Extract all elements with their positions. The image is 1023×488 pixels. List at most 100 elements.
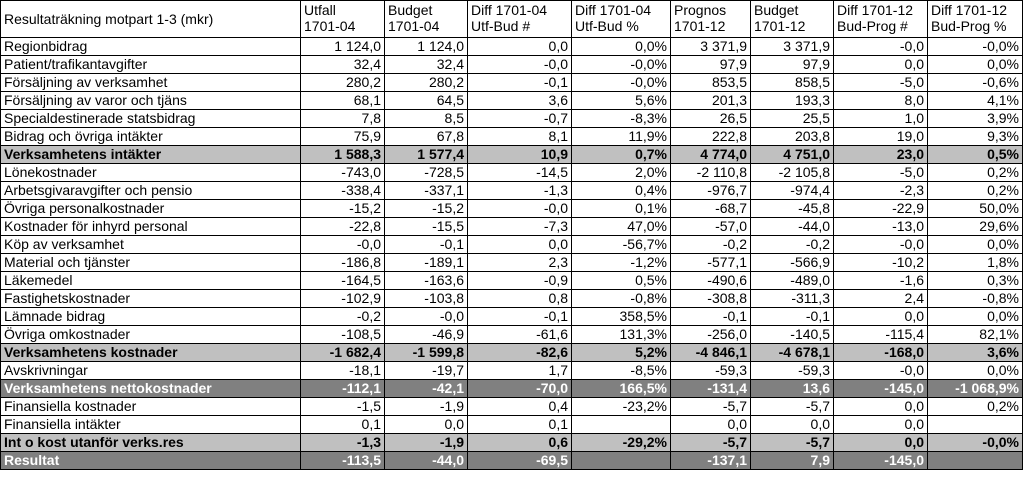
value-cell: 3,6 <box>467 91 572 110</box>
value-cell: -1,9 <box>384 397 468 416</box>
value-cell: 32,4 <box>384 55 468 74</box>
row-label: Lämnade bidrag <box>0 307 301 326</box>
column-header: Diff 1701-12 Bud-Prog # <box>833 0 928 38</box>
value-cell: 0,0% <box>927 361 1023 380</box>
value-cell: 0,0% <box>927 55 1023 74</box>
value-cell: -1,9 <box>384 433 468 452</box>
value-cell: -1,2% <box>571 253 671 272</box>
value-cell: -0,8% <box>571 289 671 308</box>
value-cell: -163,6 <box>384 271 468 290</box>
table-row: Verksamhetens kostnader -1 682,4 -1 599,8-… <box>0 343 1023 362</box>
value-cell: -44,0 <box>384 451 468 470</box>
value-cell: -115,4 <box>833 325 928 344</box>
value-cell: -5,7 <box>670 433 751 452</box>
value-cell: -59,3 <box>750 361 834 380</box>
value-cell: -19,7 <box>384 361 468 380</box>
value-cell: -68,7 <box>670 199 751 218</box>
table-row: Övriga omkostnader -108,5 -46,9 -61,6 131,3%… <box>0 325 1023 344</box>
value-cell: -566,9 <box>750 253 834 272</box>
value-cell: -308,8 <box>670 289 751 308</box>
row-label: Köp av verksamhet <box>0 235 301 254</box>
value-cell: 131,3% <box>571 325 671 344</box>
value-cell: 0,1 <box>300 415 385 434</box>
income-statement-table: Resultaträkning motpart 1-3 (mkr) Utfall… <box>0 0 1023 470</box>
value-cell: 358,5% <box>571 307 671 326</box>
value-cell: 0,5% <box>927 145 1023 164</box>
value-cell: 32,4 <box>300 55 385 74</box>
value-cell: -145,0 <box>833 379 928 398</box>
value-cell: 2,4 <box>833 289 928 308</box>
value-cell: 0,0 <box>833 307 928 326</box>
value-cell: -103,8 <box>384 289 468 308</box>
value-cell: -0,8% <box>927 289 1023 308</box>
row-label: Verksamhetens nettokostnader <box>0 379 301 398</box>
value-cell: 4 751,0 <box>750 145 834 164</box>
row-label: Verksamhetens intäkter <box>0 145 301 164</box>
value-cell: 19,0 <box>833 127 928 146</box>
value-cell: 0,6 <box>467 433 572 452</box>
value-cell: -13,0 <box>833 217 928 236</box>
table-row: Avskrivningar -18,1 -19,7 1,7 -8,5% -59,3 -59,… <box>0 361 1023 380</box>
row-label: Regionbidrag <box>0 37 301 56</box>
value-cell: -0,1 <box>750 307 834 326</box>
value-cell: 29,6% <box>927 217 1023 236</box>
value-cell: -45,8 <box>750 199 834 218</box>
value-cell: 1 124,0 <box>384 37 468 56</box>
value-cell: 0,0 <box>750 415 834 434</box>
row-label: Avskrivningar <box>0 361 301 380</box>
row-label: Fastighetskostnader <box>0 289 301 308</box>
value-cell: -186,8 <box>300 253 385 272</box>
value-cell: 0,0% <box>571 37 671 56</box>
value-cell: -14,5 <box>467 163 572 182</box>
value-cell: -70,0 <box>467 379 572 398</box>
value-cell: 3,6% <box>927 343 1023 362</box>
value-cell: 0,0 <box>467 37 572 56</box>
value-cell: 7,9 <box>750 451 834 470</box>
value-cell: 0,7% <box>571 145 671 164</box>
value-cell: -15,2 <box>300 199 385 218</box>
value-cell: -5,7 <box>670 397 751 416</box>
value-cell: -0,0 <box>833 235 928 254</box>
row-label: Verksamhetens kostnader <box>0 343 301 362</box>
value-cell: 1,7 <box>467 361 572 380</box>
value-cell: -0,9 <box>467 271 572 290</box>
value-cell: 0,0% <box>927 307 1023 326</box>
value-cell: -1,5 <box>300 397 385 416</box>
table-row: Kostnader för inhyrd personal -22,8 -15,5-… <box>0 217 1023 236</box>
value-cell: 0,0 <box>670 415 751 434</box>
table-row: Finansiella intäkter 0,1 0,0 0,1 0,0 0,0 0,0 <box>0 415 1023 434</box>
column-header: Budget 1701-04 <box>384 0 468 38</box>
value-cell: 8,5 <box>384 109 468 128</box>
value-cell: 280,2 <box>300 73 385 92</box>
value-cell: 0,3% <box>927 271 1023 290</box>
value-cell: -0,2 <box>670 235 751 254</box>
value-cell: 23,0 <box>833 145 928 164</box>
value-cell: 9,3% <box>927 127 1023 146</box>
value-cell: -489,0 <box>750 271 834 290</box>
value-cell: -0,0 <box>384 307 468 326</box>
table-row: Verksamhetens intäkter 1 588,3 1 577,4 10,9… <box>0 145 1023 164</box>
value-cell: -1,3 <box>467 181 572 200</box>
value-cell: -728,5 <box>384 163 468 182</box>
value-cell: -2 110,8 <box>670 163 751 182</box>
table-row: Köp av verksamhet -0,0 -0,1 0,0 -56,7% -0,2 -0… <box>0 235 1023 254</box>
value-cell: -189,1 <box>384 253 468 272</box>
value-cell: 0,2% <box>927 397 1023 416</box>
value-cell: 5,6% <box>571 91 671 110</box>
column-header: Diff 1701-12 Bud-Prog % <box>927 0 1023 38</box>
table-row: Läkemedel -164,5 -163,6 -0,9 0,5% -490,6 -489,… <box>0 271 1023 290</box>
value-cell: -113,5 <box>300 451 385 470</box>
value-cell: -1,3 <box>300 433 385 452</box>
value-cell: 5,2% <box>571 343 671 362</box>
value-cell: 203,8 <box>750 127 834 146</box>
value-cell: -0,2 <box>300 307 385 326</box>
value-cell: 3,9% <box>927 109 1023 128</box>
value-cell: 97,9 <box>670 55 751 74</box>
value-cell: -8,5% <box>571 361 671 380</box>
value-cell: -0,1 <box>384 235 468 254</box>
value-cell: 47,0% <box>571 217 671 236</box>
value-cell: -743,0 <box>300 163 385 182</box>
value-cell: -577,1 <box>670 253 751 272</box>
value-cell: 8,1 <box>467 127 572 146</box>
